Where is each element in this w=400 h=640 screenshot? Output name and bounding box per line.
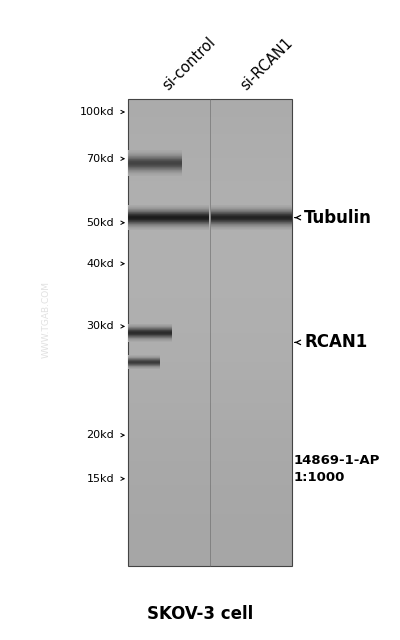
Bar	[128, 484, 292, 490]
Bar	[128, 321, 292, 327]
Bar	[128, 152, 292, 157]
Text: 50kd: 50kd	[86, 218, 114, 228]
Bar	[128, 181, 292, 187]
Bar	[128, 432, 292, 438]
Bar	[128, 555, 292, 561]
Bar	[128, 362, 292, 368]
Text: SKOV-3 cell: SKOV-3 cell	[147, 605, 253, 623]
Bar	[128, 157, 292, 163]
Bar	[128, 508, 292, 514]
Bar	[128, 198, 292, 204]
Bar	[128, 99, 292, 105]
Bar	[128, 397, 292, 403]
Text: RCAN1: RCAN1	[304, 333, 367, 351]
Bar	[128, 339, 292, 344]
Bar	[128, 449, 292, 456]
Bar	[128, 122, 292, 129]
Bar	[128, 374, 292, 380]
Text: Tubulin: Tubulin	[304, 209, 372, 227]
Bar	[128, 444, 292, 449]
Bar	[128, 391, 292, 397]
Bar	[128, 239, 292, 245]
Bar	[128, 216, 292, 222]
Bar	[128, 163, 292, 169]
Bar	[128, 327, 292, 333]
Bar	[128, 175, 292, 181]
Bar	[128, 134, 292, 140]
Bar	[128, 420, 292, 426]
Text: 14869-1-AP
1:1000: 14869-1-AP 1:1000	[294, 454, 380, 484]
Bar	[128, 210, 292, 216]
Bar	[128, 99, 292, 566]
Bar	[128, 245, 292, 251]
Bar	[128, 356, 292, 362]
Bar	[128, 520, 292, 525]
Bar	[128, 286, 292, 292]
Bar	[128, 303, 292, 310]
Bar	[128, 129, 292, 134]
Bar	[128, 344, 292, 350]
Bar	[128, 298, 292, 303]
Text: 20kd: 20kd	[86, 430, 114, 440]
Text: 15kd: 15kd	[86, 474, 114, 484]
Bar	[128, 368, 292, 374]
Bar	[128, 251, 292, 257]
Bar	[128, 385, 292, 391]
Bar	[128, 333, 292, 339]
Bar	[128, 403, 292, 409]
Bar	[128, 234, 292, 239]
Bar	[128, 380, 292, 385]
Bar	[128, 350, 292, 356]
Bar	[128, 479, 292, 484]
Bar	[128, 473, 292, 479]
Bar	[128, 262, 292, 269]
Bar	[128, 222, 292, 228]
Text: si-control: si-control	[160, 34, 219, 93]
Bar	[128, 309, 292, 316]
Text: WWW.TGAB.COM: WWW.TGAB.COM	[42, 282, 50, 358]
Bar	[128, 438, 292, 444]
Bar	[128, 525, 292, 531]
Bar	[128, 111, 292, 116]
Bar	[128, 280, 292, 286]
Bar	[128, 467, 292, 473]
Bar	[128, 497, 292, 502]
Bar	[128, 316, 292, 321]
Bar	[128, 140, 292, 146]
Bar	[128, 292, 292, 298]
Bar	[128, 502, 292, 508]
Bar	[128, 461, 292, 467]
Bar	[128, 426, 292, 432]
Bar	[128, 269, 292, 275]
Bar	[128, 116, 292, 122]
Bar	[128, 228, 292, 234]
Text: 100kd: 100kd	[79, 107, 114, 117]
Bar	[128, 257, 292, 262]
Text: si-RCAN1: si-RCAN1	[238, 35, 296, 93]
Bar	[128, 169, 292, 175]
Bar	[128, 409, 292, 415]
Text: 30kd: 30kd	[86, 321, 114, 332]
Bar	[128, 456, 292, 461]
Text: 70kd: 70kd	[86, 154, 114, 164]
Bar	[128, 105, 292, 111]
Bar	[128, 537, 292, 543]
Bar	[128, 193, 292, 198]
Bar	[128, 531, 292, 537]
Text: 40kd: 40kd	[86, 259, 114, 269]
Bar	[128, 415, 292, 420]
Bar	[128, 146, 292, 152]
Bar	[128, 561, 292, 566]
Bar	[128, 514, 292, 520]
Bar	[128, 204, 292, 210]
Bar	[128, 543, 292, 549]
Bar	[128, 275, 292, 280]
Bar	[128, 549, 292, 555]
Bar	[128, 490, 292, 497]
Bar	[128, 187, 292, 193]
